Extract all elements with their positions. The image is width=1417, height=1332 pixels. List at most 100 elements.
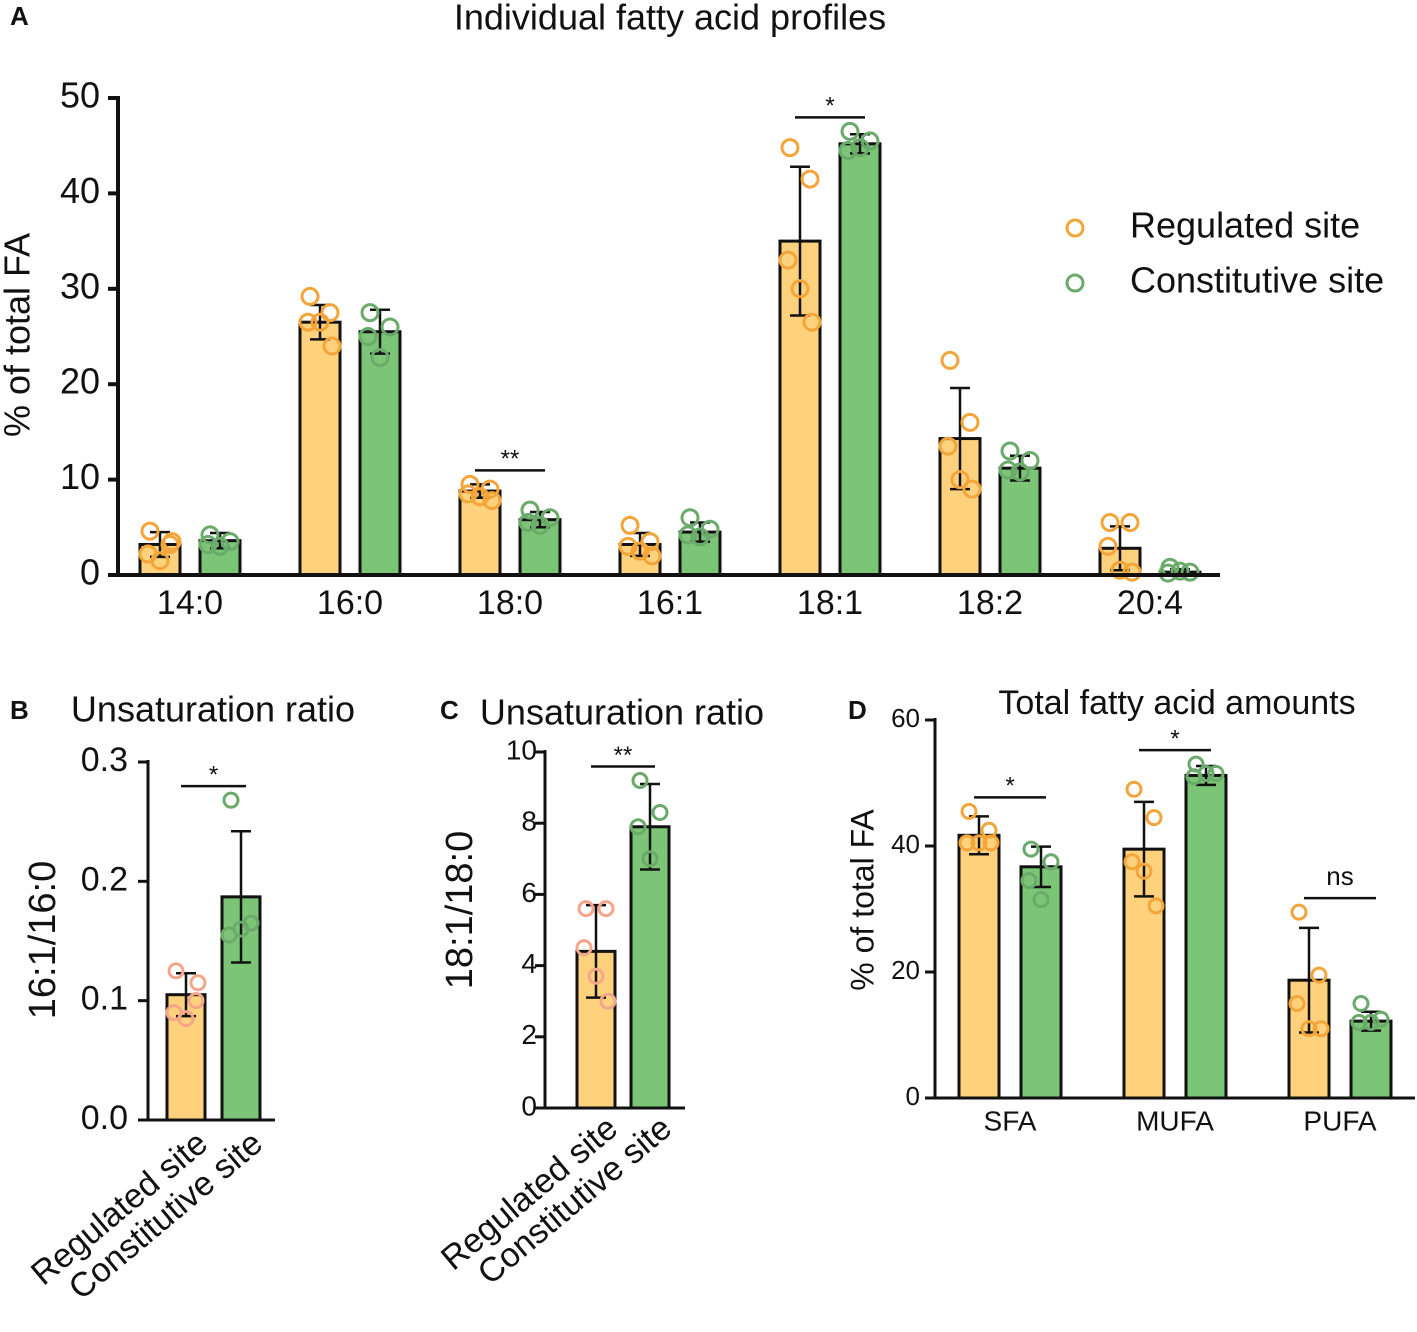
data-point [1042, 853, 1060, 871]
y-tick-label: 0 [521, 1090, 537, 1121]
data-point [1312, 1020, 1330, 1038]
panel-letter: C [440, 695, 459, 725]
data-point [310, 312, 330, 332]
data-point [1110, 560, 1130, 580]
panel-letter: B [10, 695, 29, 725]
data-point [1098, 536, 1118, 556]
data-point [1032, 891, 1050, 909]
y-tick-label: 10 [60, 456, 100, 497]
data-point [470, 487, 490, 507]
y-tick-label: 40 [891, 829, 920, 859]
data-point [187, 992, 205, 1010]
data-point [982, 834, 1000, 852]
bar [358, 330, 402, 577]
panel-letter: D [848, 695, 867, 725]
significance-label: ns [1326, 861, 1353, 891]
data-point [222, 791, 240, 809]
significance-label: * [1170, 725, 1179, 752]
data-point [618, 536, 638, 556]
data-point [1123, 853, 1141, 871]
data-point [630, 541, 650, 561]
significance-label: ** [614, 742, 633, 769]
data-point [458, 484, 478, 504]
data-point [642, 546, 662, 566]
data-point [200, 525, 220, 545]
chart-title: Unsaturation ratio [71, 689, 355, 730]
legend-marker [1065, 218, 1085, 238]
data-point [1010, 462, 1030, 482]
panel-letter: A [10, 1, 29, 31]
data-point [370, 347, 390, 367]
data-point [1122, 562, 1142, 582]
data-point [1135, 862, 1153, 880]
data-point [577, 900, 595, 918]
data-point [958, 834, 976, 852]
data-point [838, 140, 858, 160]
data-point [1300, 1020, 1318, 1038]
data-point [850, 138, 870, 158]
data-point [322, 336, 342, 356]
chart-title: Unsaturation ratio [480, 692, 764, 733]
bar [298, 320, 342, 577]
data-point [1310, 966, 1328, 984]
y-tick-label: 40 [60, 170, 100, 211]
y-tick-label: 50 [60, 75, 100, 116]
data-point [840, 121, 860, 141]
y-tick-label: 10 [506, 734, 537, 765]
data-point [1372, 1010, 1390, 1028]
data-point [460, 474, 480, 494]
data-point [1350, 1013, 1368, 1031]
bar [998, 466, 1042, 577]
y-tick-label: 20 [891, 955, 920, 985]
data-point [1207, 765, 1225, 783]
data-point [530, 515, 550, 535]
y-tick-label: 20 [60, 361, 100, 402]
bar [1184, 773, 1228, 1100]
bar [957, 833, 1001, 1100]
legend-label: Regulated site [1130, 205, 1360, 246]
y-tick-label: 60 [891, 703, 920, 733]
data-point [220, 532, 240, 552]
y-tick-label: 8 [521, 806, 537, 837]
data-point [970, 834, 988, 852]
x-tick-label: 20:4 [1117, 584, 1183, 622]
y-tick-label: 0.1 [81, 980, 128, 1018]
data-point [778, 250, 798, 270]
x-tick-label: 14:0 [157, 584, 223, 622]
bar [838, 142, 882, 577]
y-tick-label: 0.3 [81, 741, 128, 779]
data-point [380, 317, 400, 337]
data-point [780, 138, 800, 158]
data-point [1022, 840, 1040, 858]
data-point [1100, 513, 1120, 533]
y-tick-label: 0.0 [81, 1099, 128, 1137]
x-tick-label: 16:1 [637, 584, 703, 622]
significance-label: ** [501, 446, 520, 473]
data-point [597, 900, 615, 918]
data-point [177, 1010, 195, 1028]
x-tick-label: 18:0 [477, 584, 543, 622]
data-point [998, 460, 1018, 480]
data-point [962, 479, 982, 499]
y-axis-label: % of total FA [0, 233, 38, 437]
data-point [150, 551, 170, 571]
data-point [360, 303, 380, 323]
data-point [482, 491, 502, 511]
y-tick-label: 0.2 [81, 860, 128, 898]
chart-title: Individual fatty acid profiles [454, 0, 886, 38]
data-point [938, 436, 958, 456]
bar [629, 825, 671, 1110]
legend-label: Constitutive site [1130, 260, 1384, 301]
data-point [167, 962, 185, 980]
data-point [629, 818, 647, 836]
data-point [1147, 897, 1165, 915]
bar [1019, 865, 1063, 1100]
x-tick-label: SFA [984, 1105, 1037, 1136]
data-point [651, 804, 669, 822]
data-point [960, 412, 980, 432]
y-tick-label: 0 [80, 552, 100, 593]
data-point [518, 513, 538, 533]
data-point [1145, 809, 1163, 827]
data-point [950, 470, 970, 490]
